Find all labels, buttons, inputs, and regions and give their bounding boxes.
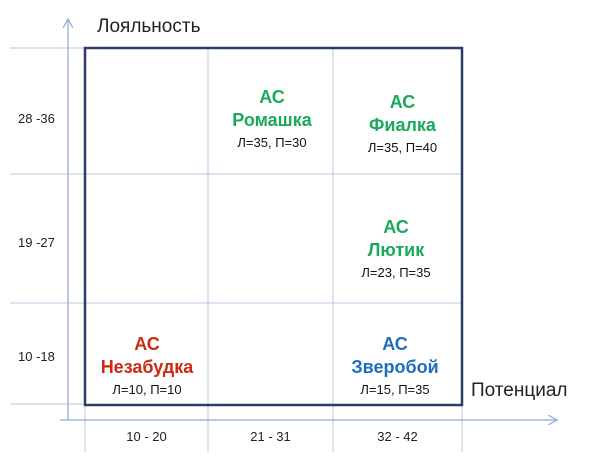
cell-values: Л=35, П=30 [237, 135, 307, 150]
cell-lyutik: АС Лютик Л=23, П=35 [336, 216, 456, 281]
cell-values: Л=35, П=40 [367, 140, 438, 155]
y-axis-title: Лояльность [97, 16, 201, 37]
cell-values: Л=10, П=10 [112, 382, 182, 397]
cell-prefix: АС [259, 87, 285, 107]
x-axis-title: Потенциал [471, 380, 568, 401]
cell-name: Зверобой [351, 356, 439, 377]
cell-values: Л=23, П=35 [361, 265, 431, 280]
x-tick-label: 21 - 31 [250, 429, 291, 444]
y-tick-label: 19 -27 [18, 235, 55, 250]
cell-name: Незабудка [100, 356, 194, 377]
x-tick-label: 32 - 42 [377, 429, 418, 444]
y-tick-label: 10 -18 [18, 349, 55, 364]
cell-name: Фиалка [369, 114, 436, 135]
cell-fialka: АС Фиалка Л=35, П=40 [345, 91, 460, 156]
cell-prefix: АС [389, 92, 416, 112]
cell-romashka: АС Ромашка Л=35, П=30 [212, 86, 332, 151]
cell-prefix: АС [383, 217, 409, 237]
matrix-frame [83, 46, 464, 407]
cell-prefix: АС [382, 334, 408, 354]
cell-name: Лютик [367, 239, 425, 260]
y-tick-label: 28 -36 [18, 111, 55, 126]
cell-prefix: АС [134, 334, 160, 354]
cell-nezabudka: АС Незабудка Л=10, П=10 [86, 333, 208, 398]
cell-name: Ромашка [232, 109, 312, 130]
cell-zveroboy: АС Зверобой Л=15, П=35 [334, 333, 456, 398]
x-tick-label: 10 - 20 [126, 429, 167, 444]
cell-values: Л=15, П=35 [360, 382, 430, 397]
